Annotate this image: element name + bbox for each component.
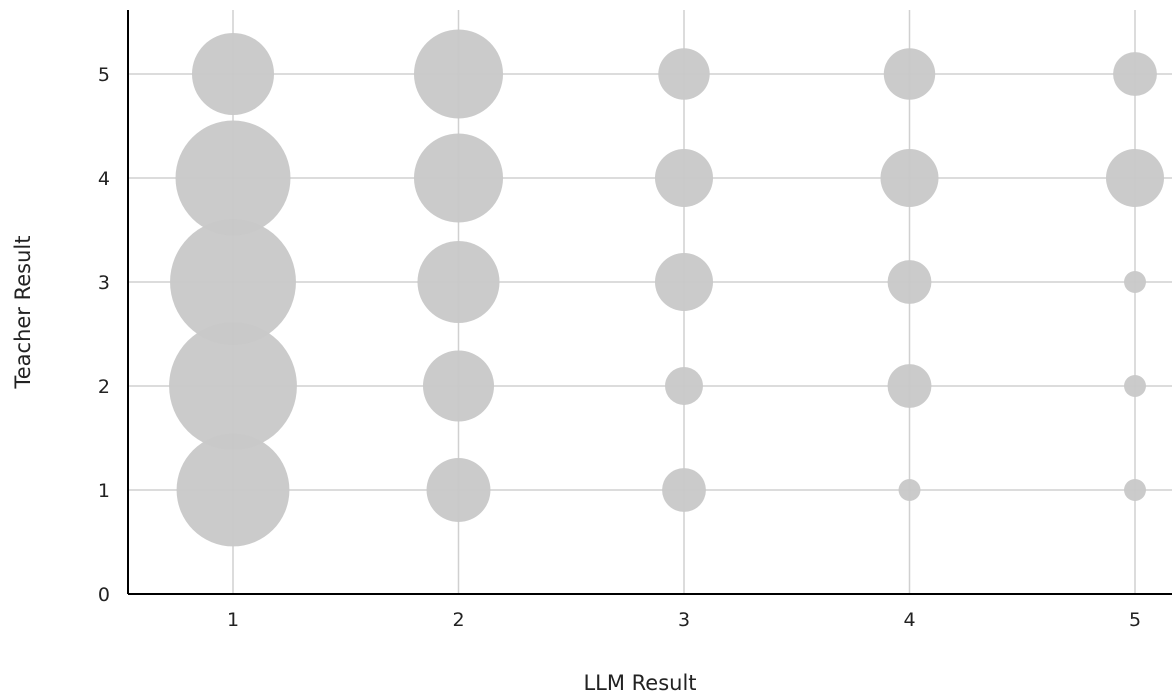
bubble-point [1124, 375, 1146, 397]
x-tick-label: 2 [452, 609, 464, 631]
y-axis-title: Teacher Result [11, 235, 35, 389]
bubble-point [898, 479, 921, 501]
bubble-point [175, 120, 291, 236]
x-axis-title: LLM Result [583, 671, 696, 692]
axes [127, 10, 1172, 595]
y-tick-label: 1 [98, 480, 110, 502]
x-tick-label: 3 [678, 609, 690, 631]
bubble-point [1124, 271, 1146, 293]
bubble-point [169, 322, 297, 450]
bubble-point [176, 433, 290, 547]
bubble-point [170, 219, 296, 345]
bubble-point [662, 468, 706, 512]
bubble-point [417, 240, 500, 324]
y-tick-label: 2 [98, 376, 110, 398]
bubble-point [413, 133, 504, 223]
bubble-point [665, 367, 703, 405]
bubble-point [1113, 52, 1157, 96]
y-tick-label: 4 [98, 168, 110, 190]
bubble-point [1106, 149, 1164, 207]
y-tick-labels: 0 1 2 3 4 5 [98, 64, 110, 606]
bubble-point [887, 260, 932, 304]
x-tick-labels: 1 2 3 4 5 [227, 609, 1141, 631]
bubble-point [422, 350, 495, 422]
bubble-point [658, 48, 710, 100]
bubble-point [655, 253, 713, 311]
bubbles [169, 29, 1164, 547]
bubble-point [887, 364, 932, 408]
y-tick-label: 0 [98, 584, 110, 606]
bubble-point [1124, 479, 1146, 501]
x-tick-label: 5 [1129, 609, 1141, 631]
y-tick-label: 3 [98, 272, 110, 294]
bubble-point [413, 29, 504, 119]
x-tick-label: 4 [903, 609, 915, 631]
bubble-point [655, 149, 713, 207]
bubble-point [426, 458, 491, 522]
y-tick-label: 5 [98, 64, 110, 86]
bubble-point [880, 149, 939, 207]
bubble-point [883, 48, 936, 100]
x-tick-label: 1 [227, 609, 239, 631]
bubble-point [191, 32, 275, 116]
